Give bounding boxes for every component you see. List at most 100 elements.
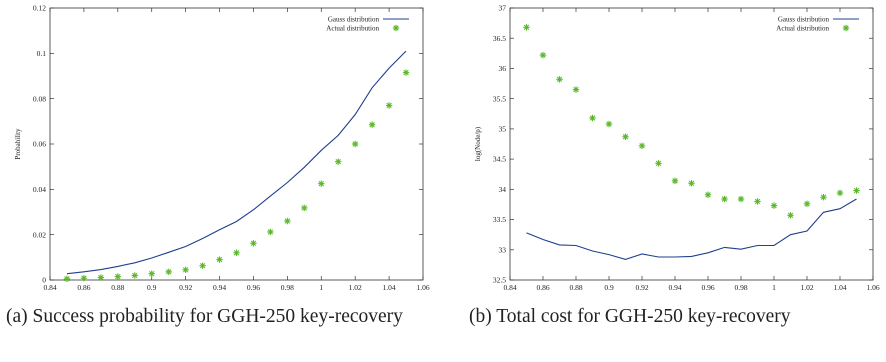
- x-tick-label: 1: [319, 283, 323, 292]
- y-tick-label: 0.06: [33, 140, 46, 149]
- marker-stroke: [98, 274, 104, 281]
- x-tick-label: 0.92: [179, 283, 192, 292]
- y-tick-label: 0.02: [33, 230, 46, 239]
- data-point-marker: [385, 102, 393, 109]
- marker-stroke: [199, 263, 206, 269]
- marker-stroke: [182, 267, 189, 273]
- total-cost-chart: 0.84 0.86 0.88 0.9 0.92 0.94 0.96 0.98 1 1.02 1.04…: [474, 4, 880, 292]
- series-actual-distribution: [523, 24, 860, 219]
- marker-stroke: [369, 122, 375, 128]
- marker-stroke: [754, 198, 761, 205]
- data-point-marker: [539, 51, 547, 59]
- marker-stroke: [318, 180, 324, 187]
- marker-stroke: [837, 190, 843, 196]
- data-point-marker: [97, 274, 105, 281]
- figure-panel-a: 0.84 0.86 0.88 0.9 0.92 0.94 0.96 0.98 1 1.02 1.04…: [6, 4, 430, 327]
- success-probability-chart: 0.84 0.86 0.88 0.9 0.92 0.94 0.96 0.98 1 1.02 1.04…: [14, 4, 430, 292]
- marker-stroke: [352, 141, 358, 147]
- marker-stroke: [132, 272, 138, 279]
- legend-marker-swatch: [392, 24, 400, 32]
- marker-stroke: [721, 196, 728, 202]
- data-point-marker: [605, 120, 613, 128]
- data-point-marker: [267, 228, 274, 236]
- marker-stroke: [573, 86, 579, 93]
- marker-stroke: [622, 134, 629, 140]
- plot-frame: [509, 7, 874, 281]
- marker-stroke: [606, 121, 612, 127]
- data-point-marker: [284, 217, 291, 225]
- y-tick-label: 33.5: [493, 215, 506, 224]
- data-point-marker: [704, 191, 712, 198]
- data-point-marker: [803, 200, 811, 208]
- x-tick-label: 0.96: [247, 283, 260, 292]
- x-tick-label: 0.98: [281, 283, 294, 292]
- x-tick-label: 0.94: [213, 283, 226, 292]
- y-tick-label: 0.04: [33, 185, 46, 194]
- series-line: [526, 198, 857, 260]
- data-point-marker: [402, 69, 410, 76]
- y-tick-label: 35.5: [493, 94, 506, 103]
- data-point-marker: [820, 193, 827, 201]
- marker-stroke: [787, 212, 794, 219]
- data-point-marker: [556, 76, 563, 83]
- marker-stroke: [149, 270, 155, 277]
- marker-stroke: [386, 102, 392, 109]
- x-tick-label: 0.86: [536, 283, 549, 292]
- caption-a: (a) Success probability for GGH-250 key-…: [6, 306, 403, 327]
- marker-stroke: [820, 194, 827, 200]
- y-axis-label: log(Node/p): [474, 126, 482, 161]
- legend-label: Gauss distribution: [328, 16, 380, 24]
- marker-stroke: [301, 205, 308, 211]
- data-point-marker: [688, 180, 695, 187]
- data-point-marker: [301, 204, 308, 212]
- marker-stroke: [639, 143, 645, 149]
- data-point-marker: [335, 158, 342, 165]
- x-tick-label: 0.84: [43, 283, 56, 292]
- data-point-marker: [148, 270, 155, 277]
- marker-stroke: [233, 250, 240, 256]
- data-point-marker: [770, 202, 778, 209]
- y-tick-label: 0: [42, 276, 46, 285]
- x-tick-label: 1.06: [866, 283, 879, 292]
- data-point-marker: [165, 268, 172, 276]
- legend-label: Actual distribution: [776, 25, 829, 33]
- y-tick-label: 0.08: [33, 94, 46, 103]
- y-axis-label: Probability: [14, 128, 22, 160]
- data-point-marker: [754, 198, 761, 205]
- x-tick-label: 1.04: [383, 283, 396, 292]
- data-point-marker: [368, 121, 376, 128]
- y-tick-label: 0.12: [33, 4, 46, 13]
- x-tick-label: 1.02: [800, 283, 813, 292]
- series-line: [66, 50, 407, 275]
- data-point-marker: [853, 187, 860, 194]
- marker-stroke: [403, 69, 409, 76]
- y-tick-label: 36: [499, 64, 507, 73]
- x-tick-label: 0.84: [503, 283, 516, 292]
- marker-stroke: [335, 158, 341, 165]
- data-point-marker: [572, 86, 580, 93]
- marker-stroke: [804, 201, 810, 207]
- marker-stroke: [115, 273, 121, 280]
- series-actual-distribution: [63, 69, 410, 283]
- marker-stroke: [738, 196, 744, 202]
- marker-stroke: [216, 256, 223, 263]
- marker-stroke: [853, 187, 860, 194]
- x-tick-label: 0.94: [668, 283, 681, 292]
- caption-b: (b) Total cost for GGH-250 key-recovery: [469, 306, 791, 327]
- x-tick-label: 1: [772, 283, 776, 292]
- marker-stroke: [688, 180, 695, 186]
- data-point-marker: [216, 256, 223, 263]
- marker-stroke: [540, 52, 546, 58]
- x-tick-label: 1.04: [833, 283, 846, 292]
- x-tick-label: 0.9: [147, 283, 157, 292]
- legend-marker-swatch: [842, 24, 850, 32]
- y-tick-label: 0.1: [37, 49, 47, 58]
- y-tick-label: 34.5: [493, 155, 506, 164]
- legend-label: Actual distribution: [326, 25, 379, 33]
- figure-panel-b: 0.84 0.86 0.88 0.9 0.92 0.94 0.96 0.98 1 1.02 1.04…: [443, 0, 886, 362]
- data-point-marker: [787, 212, 794, 219]
- data-point-marker: [233, 249, 240, 256]
- marker-stroke: [705, 192, 711, 198]
- y-tick-label: 34: [499, 185, 507, 194]
- data-point-marker: [114, 273, 122, 280]
